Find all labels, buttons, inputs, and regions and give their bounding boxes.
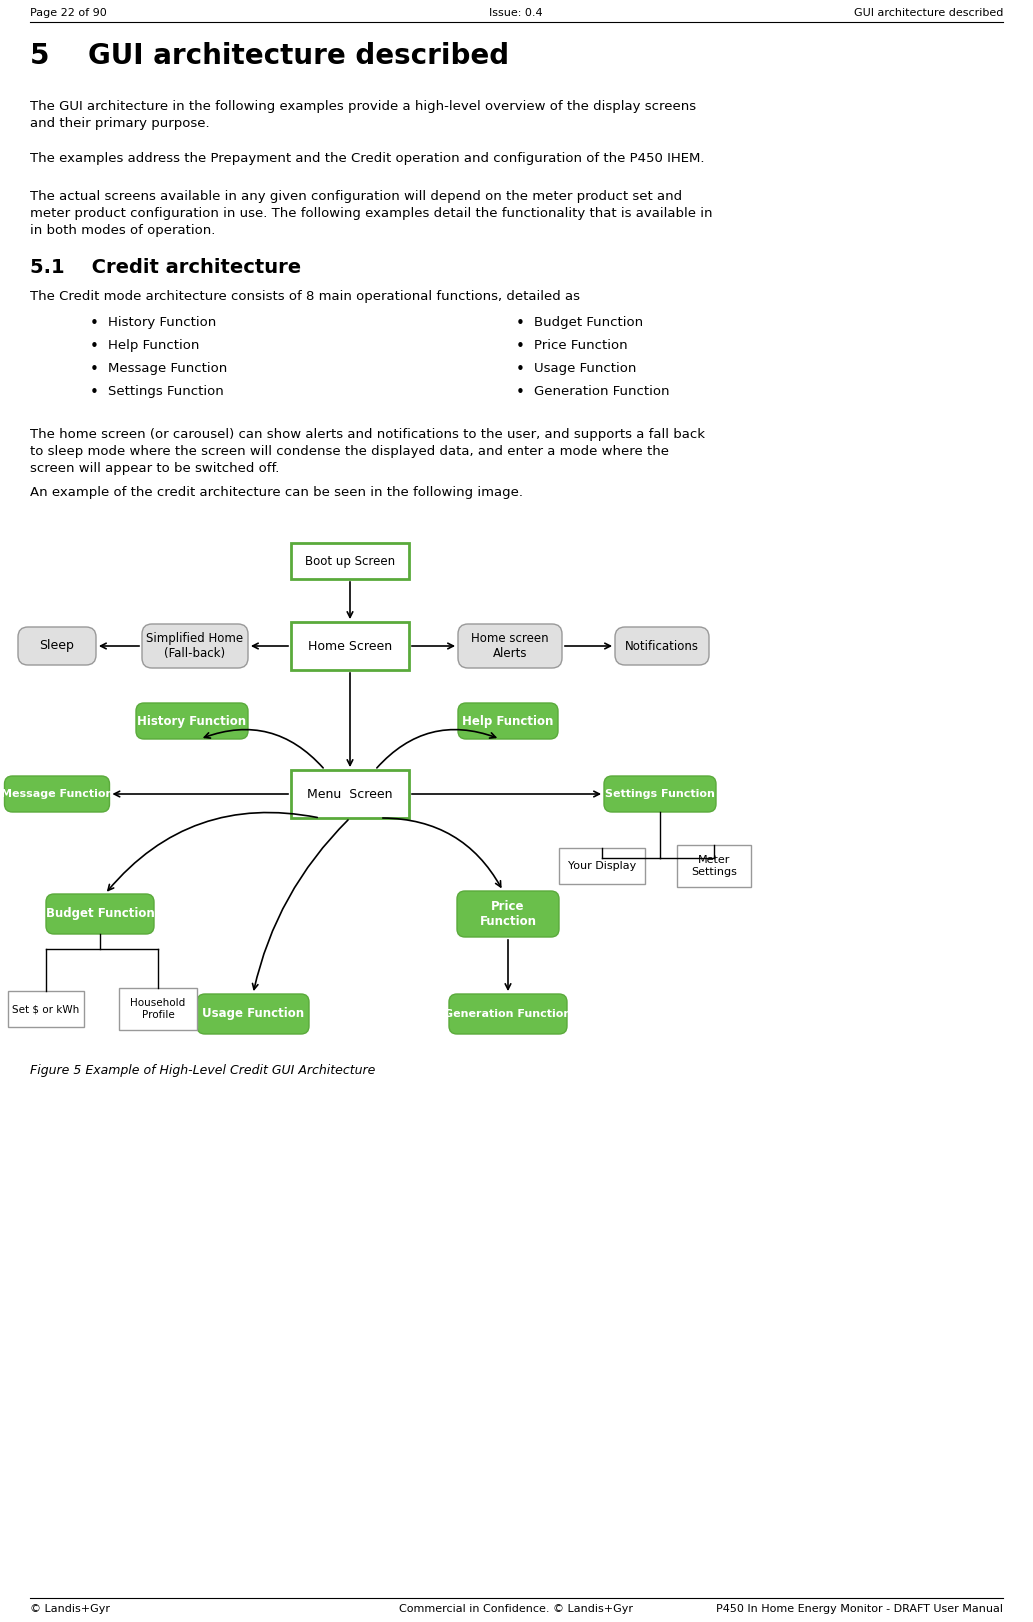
Text: •: • (516, 316, 525, 331)
Text: Help Function: Help Function (108, 339, 199, 352)
Text: The Credit mode architecture consists of 8 main operational functions, detailed : The Credit mode architecture consists of… (30, 290, 580, 303)
Bar (291, 621, 409, 670)
Text: Your Display: Your Display (568, 861, 636, 871)
Text: GUI architecture described: GUI architecture described (853, 8, 1003, 18)
Text: History Function: History Function (108, 316, 216, 329)
Text: © Landis+Gyr: © Landis+Gyr (30, 1604, 109, 1614)
Text: Generation Function: Generation Function (444, 1009, 571, 1019)
Bar (8, 991, 84, 1027)
Bar (119, 988, 197, 1030)
FancyBboxPatch shape (197, 994, 309, 1033)
Text: Set $ or kWh: Set $ or kWh (12, 1004, 80, 1014)
Bar (677, 845, 751, 887)
Text: Commercial in Confidence. © Landis+Gyr: Commercial in Confidence. © Landis+Gyr (399, 1604, 633, 1614)
Text: Budget Function: Budget Function (45, 907, 154, 921)
FancyBboxPatch shape (458, 702, 558, 740)
Text: Generation Function: Generation Function (534, 384, 669, 397)
Text: Budget Function: Budget Function (534, 316, 644, 329)
FancyBboxPatch shape (46, 894, 154, 934)
Text: Price
Function: Price Function (479, 900, 536, 928)
FancyBboxPatch shape (136, 702, 248, 740)
FancyBboxPatch shape (615, 628, 709, 665)
Text: Boot up Screen: Boot up Screen (305, 555, 395, 568)
Text: Sleep: Sleep (39, 639, 74, 652)
Text: 5.1    Credit architecture: 5.1 Credit architecture (30, 258, 302, 277)
Bar (291, 770, 409, 817)
Text: •: • (516, 339, 525, 354)
Text: •: • (90, 384, 99, 401)
Text: Settings Function: Settings Function (605, 788, 715, 800)
Text: •: • (90, 339, 99, 354)
Text: P450 In Home Energy Monitor - DRAFT User Manual: P450 In Home Energy Monitor - DRAFT User… (716, 1604, 1003, 1614)
Text: The GUI architecture in the following examples provide a high-level overview of : The GUI architecture in the following ex… (30, 101, 696, 130)
FancyBboxPatch shape (449, 994, 567, 1033)
Text: Issue: 0.4: Issue: 0.4 (490, 8, 542, 18)
FancyBboxPatch shape (458, 624, 562, 668)
Text: Message Function: Message Function (108, 362, 227, 375)
Text: The examples address the Prepayment and the Credit operation and configuration o: The examples address the Prepayment and … (30, 152, 705, 165)
Text: •: • (90, 362, 99, 376)
Text: •: • (516, 384, 525, 401)
Bar (559, 848, 645, 884)
Text: Household
Profile: Household Profile (130, 998, 186, 1020)
Text: Notifications: Notifications (625, 639, 699, 652)
Text: Meter
Settings: Meter Settings (691, 855, 737, 878)
Text: Settings Function: Settings Function (108, 384, 224, 397)
Text: Page 22 of 90: Page 22 of 90 (30, 8, 106, 18)
FancyBboxPatch shape (4, 775, 109, 813)
Text: Usage Function: Usage Function (201, 1007, 304, 1020)
Text: The home screen (or carousel) can show alerts and notifications to the user, and: The home screen (or carousel) can show a… (30, 428, 705, 475)
Text: Home screen
Alerts: Home screen Alerts (471, 633, 549, 660)
Text: Menu  Screen: Menu Screen (307, 788, 393, 801)
Text: •: • (90, 316, 99, 331)
FancyBboxPatch shape (457, 890, 559, 938)
FancyBboxPatch shape (604, 775, 716, 813)
Text: History Function: History Function (137, 715, 247, 728)
Text: Simplified Home
(Fall-back): Simplified Home (Fall-back) (147, 633, 244, 660)
Text: Usage Function: Usage Function (534, 362, 636, 375)
FancyBboxPatch shape (18, 628, 96, 665)
Text: An example of the credit architecture can be seen in the following image.: An example of the credit architecture ca… (30, 487, 523, 500)
Text: Help Function: Help Function (463, 715, 554, 728)
Text: Figure 5 Example of High-Level Credit GUI Architecture: Figure 5 Example of High-Level Credit GU… (30, 1064, 375, 1077)
Text: •: • (516, 362, 525, 376)
Text: Price Function: Price Function (534, 339, 628, 352)
FancyBboxPatch shape (142, 624, 248, 668)
Text: Message Function: Message Function (1, 788, 114, 800)
Text: 5    GUI architecture described: 5 GUI architecture described (30, 42, 509, 70)
Text: The actual screens available in any given configuration will depend on the meter: The actual screens available in any give… (30, 190, 713, 237)
Text: Home Screen: Home Screen (308, 639, 393, 652)
Bar (291, 543, 409, 579)
